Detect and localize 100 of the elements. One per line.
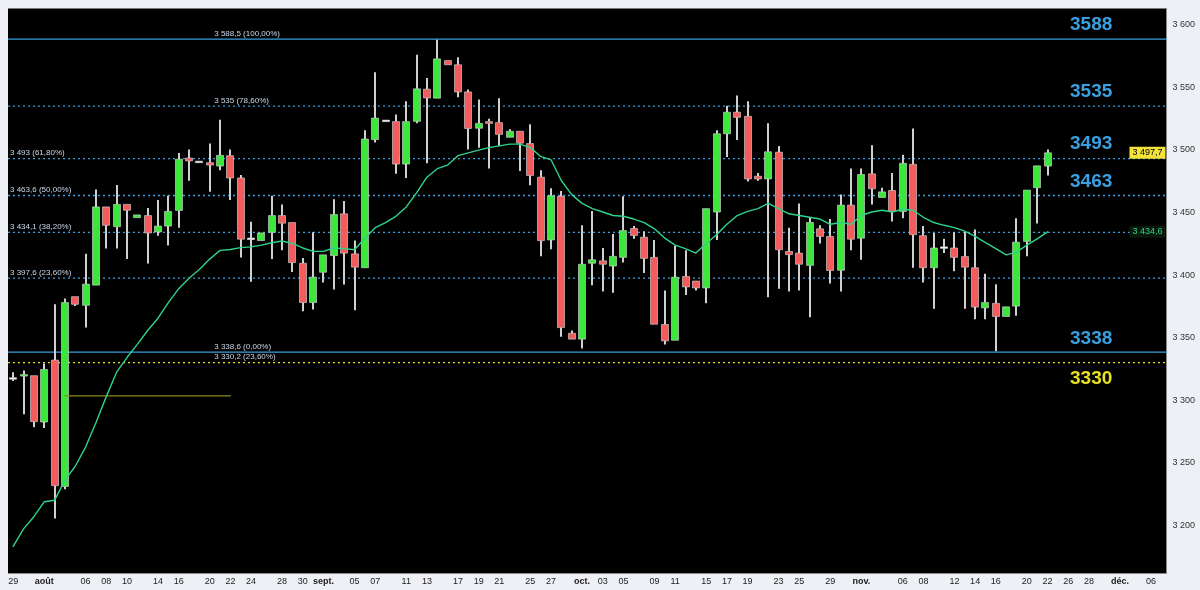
candlestick: [92, 188, 100, 286]
candlestick: [961, 230, 969, 310]
candlestick: [557, 190, 565, 338]
candlestick: [826, 218, 834, 285]
x-tick-label: 29: [825, 576, 836, 587]
x-tick-label: nov.: [852, 576, 871, 587]
ref-line-label: 3 463,6 (50,00%): [10, 185, 72, 195]
x-tick-label: sept.: [312, 576, 334, 587]
candlestick: [599, 246, 607, 293]
candlestick: [526, 123, 534, 187]
candlestick: [1044, 148, 1052, 177]
x-tick-label: 14: [152, 576, 163, 587]
candlestick: [392, 113, 400, 175]
y-tick-label: 3 400: [1172, 269, 1196, 280]
x-tick-label: 29: [8, 576, 19, 587]
x-tick-label: 28: [277, 576, 288, 587]
candlestick: [785, 226, 793, 293]
x-tick-label: 11: [401, 576, 411, 587]
x-tick-label: oct.: [574, 576, 591, 587]
candlestick: [475, 98, 483, 149]
candlestick: [909, 127, 917, 269]
x-tick-label: 05: [349, 576, 360, 587]
x-tick-label: 12: [949, 576, 960, 587]
x-tick-label: 06: [897, 576, 908, 587]
ref-line-label: 3 493 (61,80%): [10, 148, 66, 158]
x-tick-label: 14: [970, 576, 981, 587]
x-tick-label: 23: [773, 576, 784, 587]
x-tick-label: 25: [525, 576, 536, 587]
x-tick-label: 20: [1021, 576, 1032, 587]
x-tick-label: 25: [794, 576, 805, 587]
ref-line-label: 3 397,6 (23,60%): [10, 267, 72, 277]
x-tick-label: 17: [452, 576, 463, 587]
candlestick: [319, 254, 327, 284]
ref-line-label: 3 330,2 (23,60%): [214, 352, 276, 362]
annotation: 3338: [1070, 326, 1113, 348]
candlestick: [464, 88, 472, 151]
x-tick-label: 22: [225, 576, 236, 587]
x-tick-label: 20: [204, 576, 215, 587]
ref-line-label: 3 434,1 (38,20%): [10, 222, 72, 232]
annotation: 3463: [1070, 169, 1113, 191]
candlestick: [588, 210, 596, 287]
x-tick-label: 10: [121, 576, 132, 587]
x-tick-label: 26: [1063, 576, 1074, 587]
candlestick: [113, 183, 121, 250]
x-tick-label: 11: [670, 576, 680, 587]
candlestick: [402, 100, 410, 179]
x-tick-label: 08: [918, 576, 929, 587]
candlestick: [433, 38, 441, 99]
x-tick-label: 17: [721, 576, 732, 587]
annotation: 3535: [1070, 79, 1113, 101]
candlestick: [330, 198, 338, 291]
candlestick: [971, 228, 979, 321]
candlestick: [619, 195, 627, 264]
y-tick-label: 3 500: [1172, 144, 1196, 155]
annotation: 3588: [1070, 13, 1113, 35]
y-tick-label: 3 600: [1172, 19, 1196, 30]
candlestick: [30, 375, 38, 429]
candlestick: [278, 203, 286, 252]
candlestick: [713, 129, 721, 241]
candlestick: [237, 173, 245, 259]
candlestick: [123, 204, 131, 261]
x-tick-label: 07: [370, 576, 381, 587]
x-tick-label: 08: [101, 576, 112, 587]
x-tick-label: 03: [597, 576, 608, 587]
candlestick: [102, 206, 110, 250]
candlestick: [992, 283, 1000, 353]
candlestick: [650, 238, 658, 325]
candlestick: [288, 222, 296, 274]
annotation: 3330: [1070, 366, 1113, 388]
x-tick-label: 16: [990, 576, 1001, 587]
x-tick-label: 16: [173, 576, 184, 587]
x-tick-label: 15: [701, 576, 712, 587]
y-tick-label: 3 300: [1172, 394, 1196, 405]
candlestick: [888, 172, 896, 223]
ref-line-label: 3 535 (78,60%): [214, 95, 270, 105]
annotation: 3493: [1070, 132, 1113, 154]
x-tick-label: 22: [1042, 576, 1053, 587]
ref-line-label: 3 338,6 (0,00%): [214, 341, 272, 351]
candlestick: [485, 117, 493, 170]
candlestick: [495, 97, 503, 147]
y-tick-label: 3 450: [1172, 207, 1196, 218]
candlestick: [340, 199, 348, 286]
x-tick-label: 28: [1083, 576, 1094, 587]
x-tick-label: 06: [80, 576, 91, 587]
x-tick-label: 30: [297, 576, 308, 587]
x-tick-label: 21: [494, 576, 505, 587]
x-tick-label: déc.: [1110, 576, 1129, 587]
candlestick: [413, 53, 421, 125]
candlestick: [20, 369, 28, 416]
x-tick-label: 09: [649, 576, 660, 587]
y-tick-label: 3 350: [1172, 332, 1196, 343]
y-tick-label: 3 200: [1172, 520, 1196, 531]
candlestick: [216, 118, 224, 172]
candlestick: [164, 194, 172, 247]
x-tick-label: 19: [742, 576, 753, 587]
candlestick: [351, 239, 359, 312]
candlestick: [899, 153, 907, 220]
candlestick: [257, 232, 265, 241]
y-tick-label: 3 550: [1172, 81, 1196, 92]
candlestick: [950, 231, 958, 273]
